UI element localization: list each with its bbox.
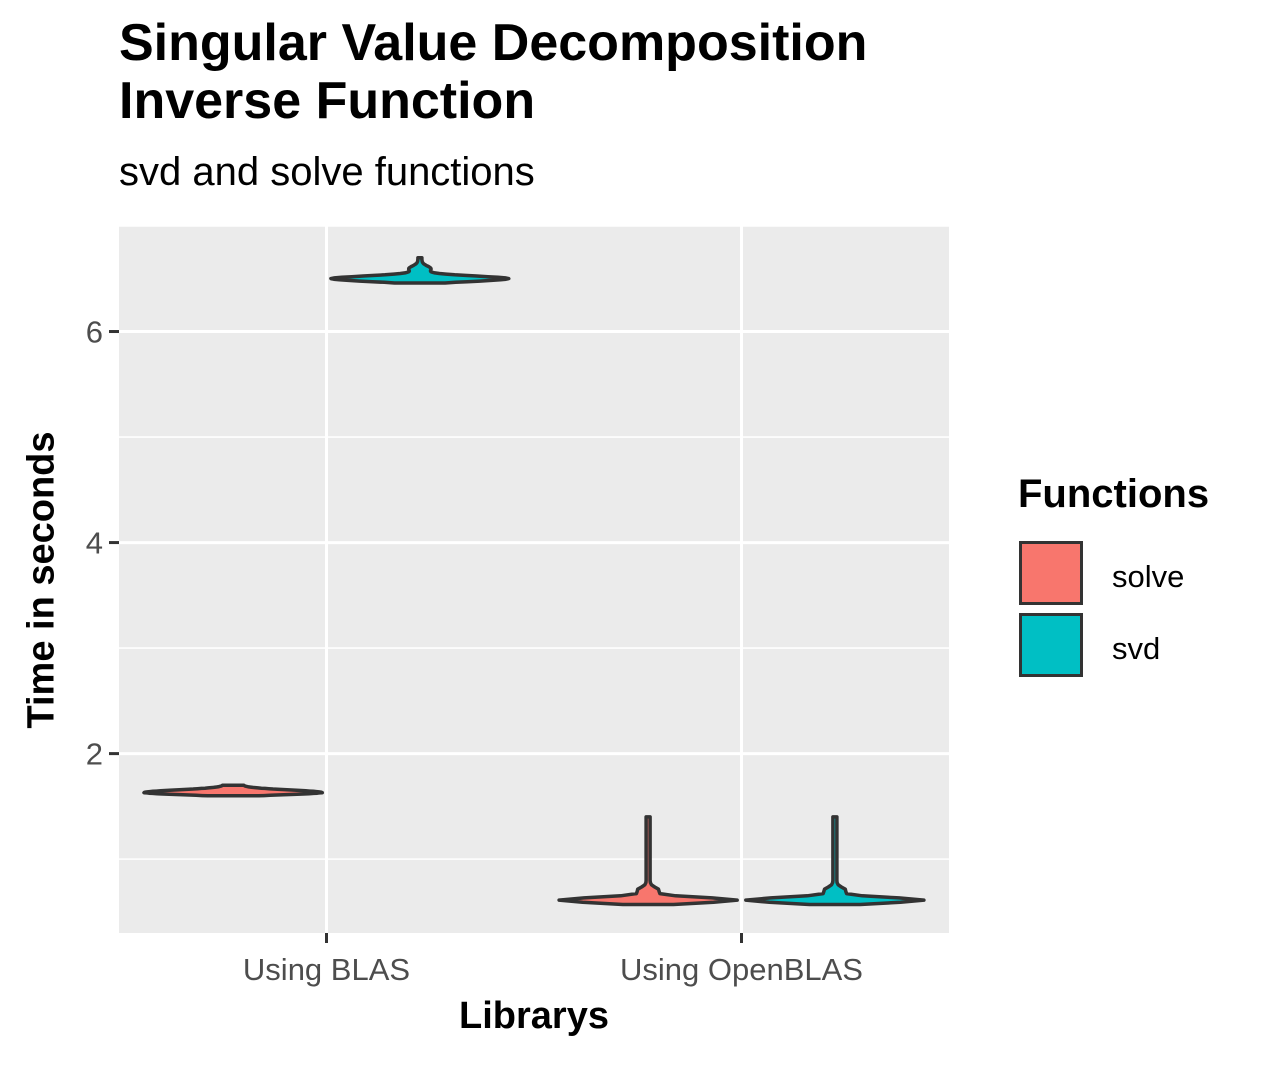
y-tick-label: 4 <box>86 526 103 561</box>
plot-panel <box>119 226 949 933</box>
violin-svd-using-blas <box>329 255 511 285</box>
violin-solve-using-openblas <box>557 815 739 907</box>
violin-layer <box>142 255 926 907</box>
y-tick-label: 6 <box>86 315 103 350</box>
legend-key-svd <box>1019 613 1083 677</box>
legend-label-solve: solve <box>1112 559 1185 594</box>
y-tick-label: 2 <box>86 737 103 772</box>
legend-title: Functions <box>1018 472 1210 516</box>
legend-label-svd: svd <box>1112 631 1161 666</box>
legend-key-solve <box>1019 541 1083 605</box>
x-tick-label: Using BLAS <box>243 952 410 987</box>
x-tick-label: Using OpenBLAS <box>620 952 863 987</box>
axis-layer: 2 4 6 Using BLAS Using OpenBLAS <box>86 315 863 987</box>
x-axis-title: Librarys <box>459 995 609 1037</box>
chart-subtitle: svd and solve functions <box>119 150 535 194</box>
chart-title: Singular Value Decomposition Inverse Fun… <box>119 14 868 130</box>
grid-layer <box>119 225 949 933</box>
violin-svd-using-openblas <box>744 815 926 907</box>
violin-solve-using-blas <box>142 783 325 798</box>
y-axis-title: Time in seconds <box>20 431 63 729</box>
